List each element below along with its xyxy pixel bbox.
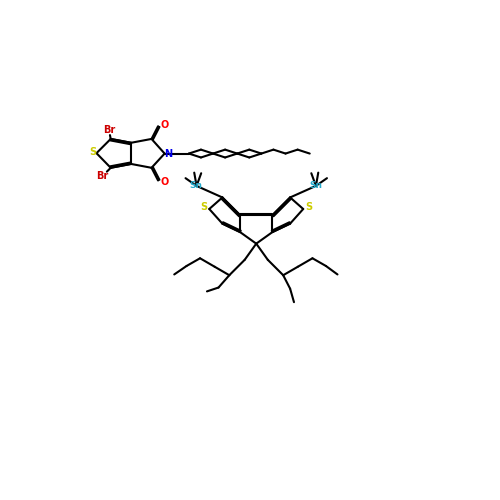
Text: O: O (160, 177, 168, 187)
Text: Br: Br (96, 172, 108, 181)
Text: S: S (305, 202, 312, 211)
Text: Sn: Sn (310, 180, 323, 190)
Text: S: S (200, 202, 207, 211)
Text: N: N (164, 148, 172, 158)
Text: O: O (160, 120, 168, 130)
Text: Br: Br (102, 126, 115, 136)
Text: Sn: Sn (190, 180, 202, 190)
Text: S: S (89, 146, 96, 156)
